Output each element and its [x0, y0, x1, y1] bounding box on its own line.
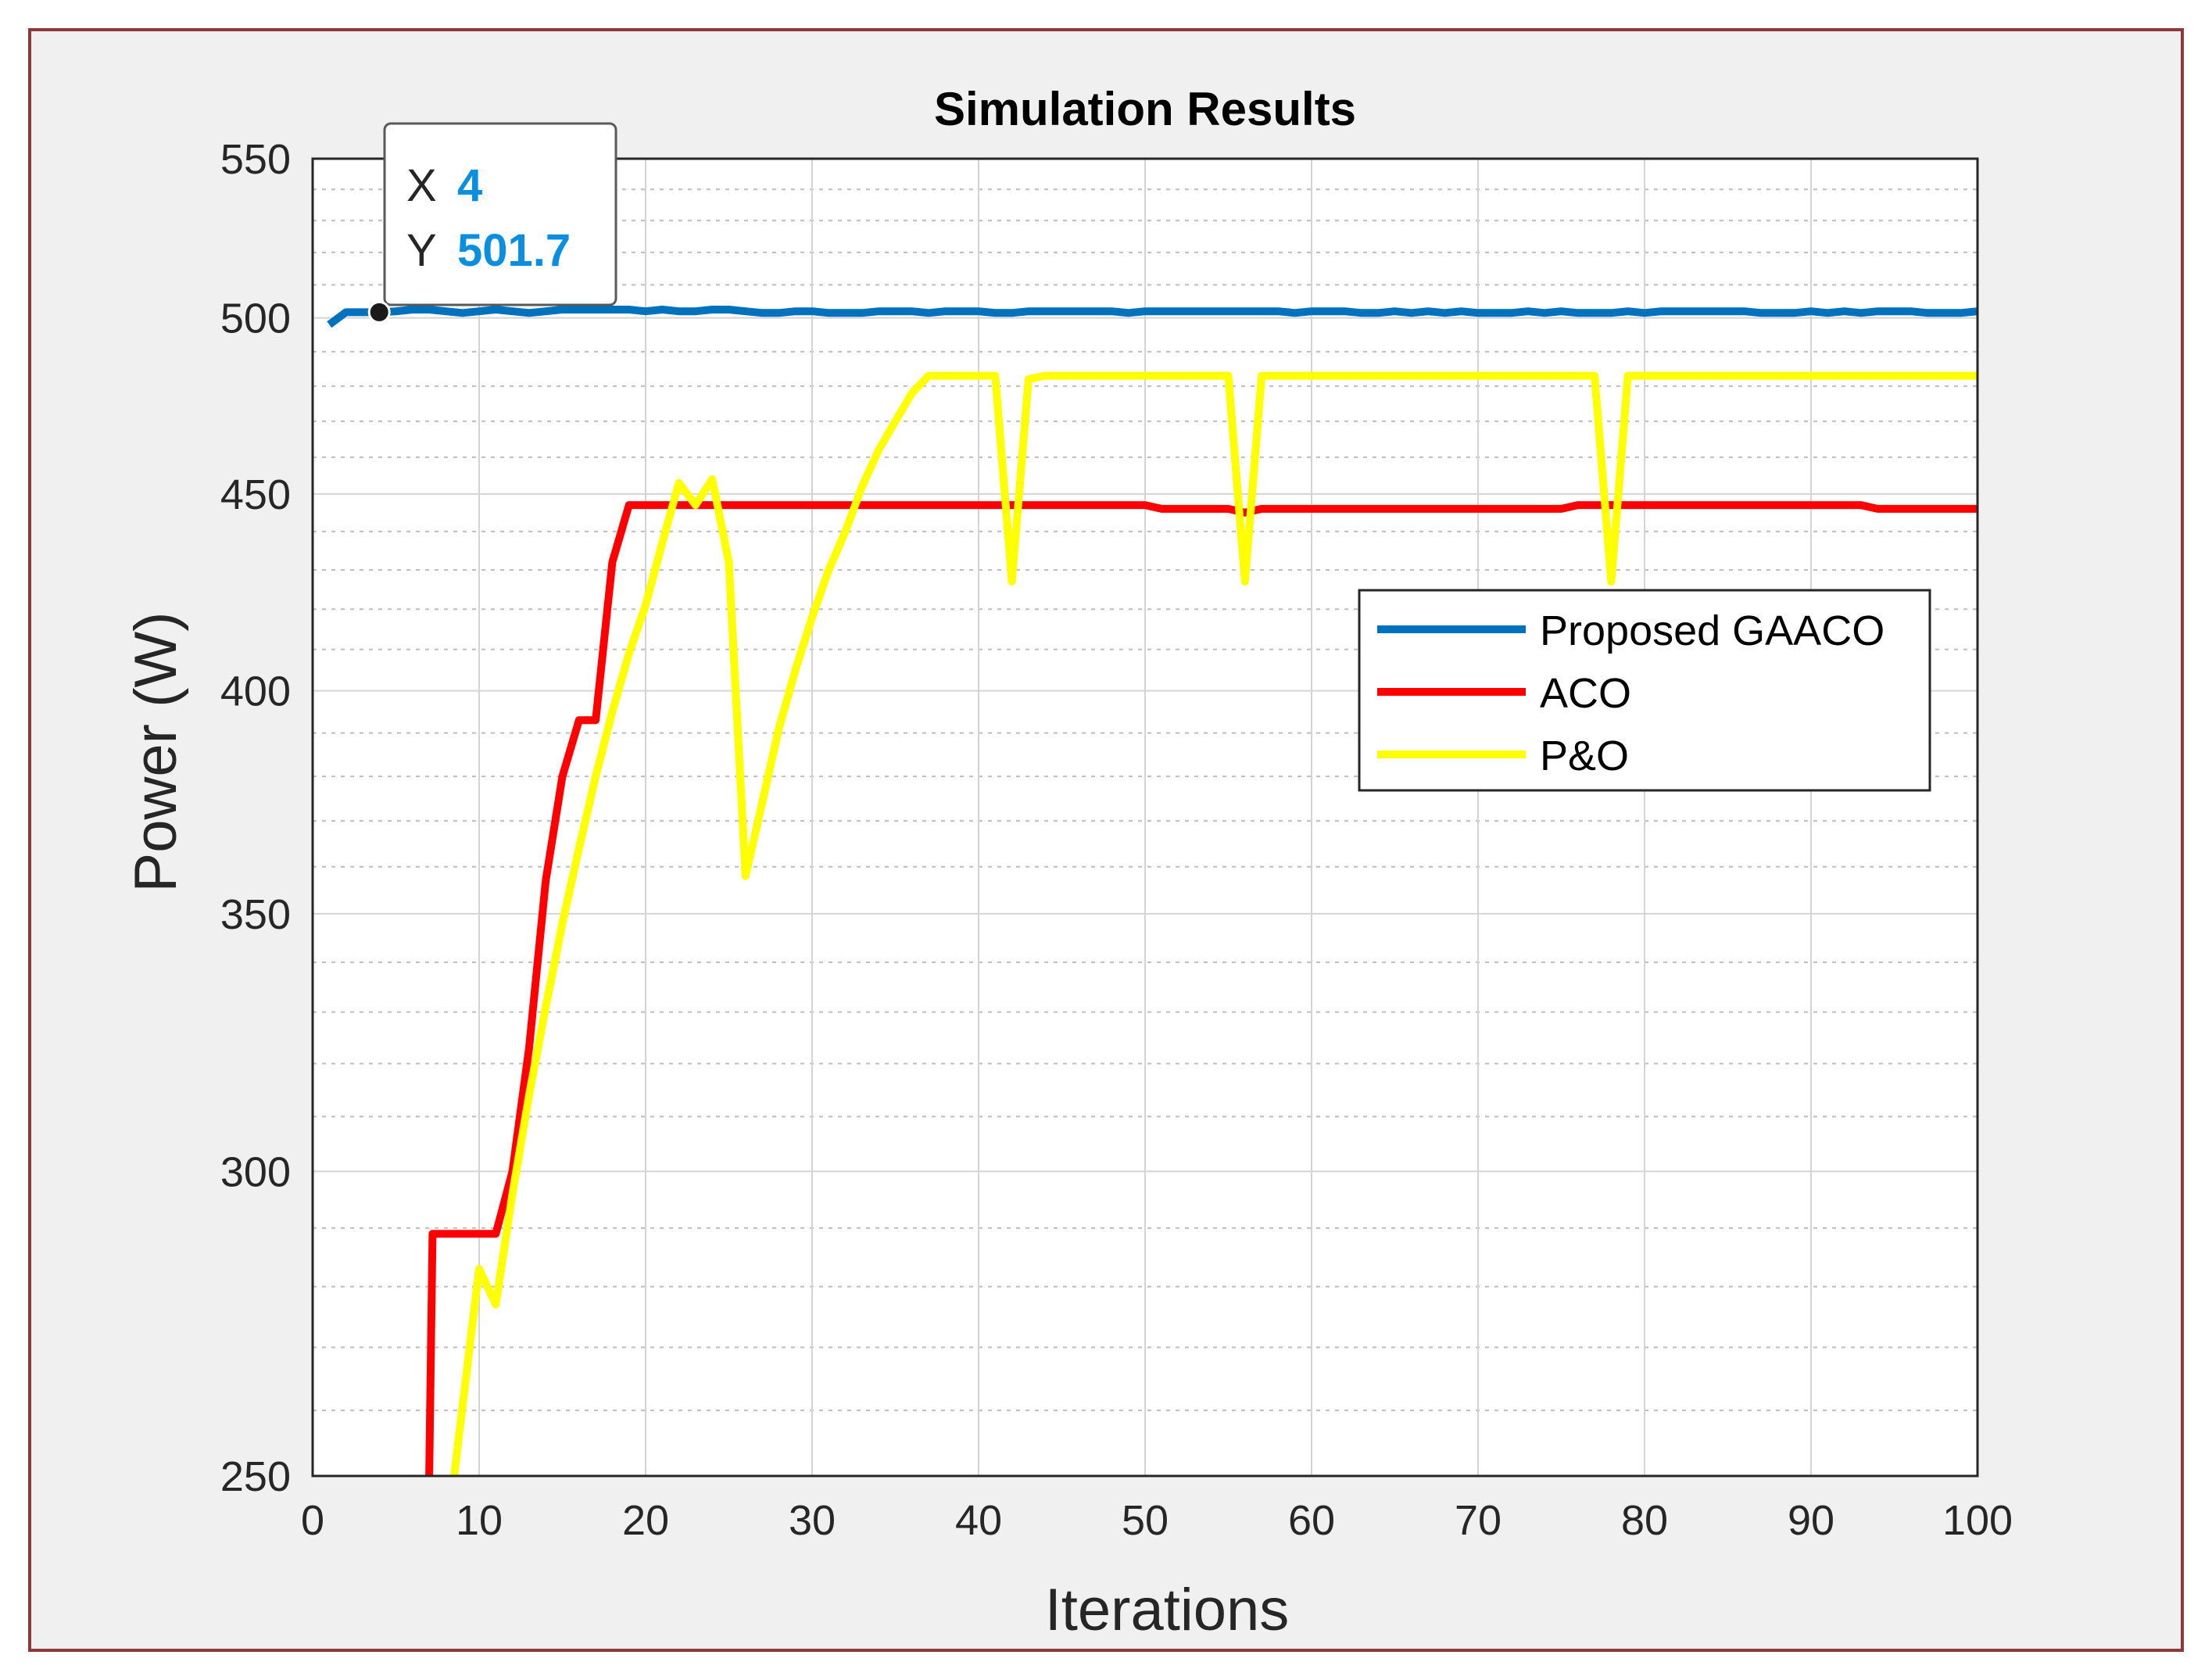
- datatip[interactable]: X 4 Y 501.7: [367, 122, 617, 324]
- legend-label-po: P&O: [1540, 733, 1629, 779]
- x-tick-label: 40: [955, 1497, 1002, 1544]
- x-tick-label: 100: [1942, 1497, 2013, 1544]
- series-line-gaaco: [327, 306, 1978, 328]
- x-tick-label: 80: [1621, 1497, 1668, 1544]
- y-tick-label: 450: [220, 471, 291, 518]
- series-line-aco: [425, 501, 1978, 1476]
- plot-border: [311, 157, 1979, 1478]
- y-tick-label: 350: [220, 891, 291, 938]
- y-tick-label: 250: [220, 1453, 291, 1500]
- legend-label-gaaco: Proposed GAACO: [1540, 607, 1884, 654]
- datatip-box: [383, 122, 617, 306]
- legend[interactable]: Proposed GAACO ACO P&O: [1358, 589, 1931, 792]
- y-tick-label: 550: [220, 136, 291, 183]
- x-tick-label: 0: [301, 1497, 324, 1544]
- y-axis-label: Power (W): [123, 612, 189, 893]
- y-tick-label: 500: [220, 296, 291, 342]
- x-tick-label: 60: [1288, 1497, 1335, 1544]
- datatip-x-value: 4: [457, 160, 482, 211]
- datatip-marker[interactable]: [367, 300, 391, 324]
- x-tick-label: 70: [1455, 1497, 1502, 1544]
- series-layer: [327, 306, 1978, 1476]
- datatip-y-key: Y: [406, 225, 437, 276]
- y-tick-label: 400: [220, 668, 291, 715]
- datatip-y-value: 501.7: [457, 225, 571, 276]
- x-tick-labels: 0 10 20 30 40 50 60 70 80 90 100: [301, 1497, 2013, 1544]
- datatip-x-key: X: [406, 160, 437, 211]
- x-tick-label: 10: [456, 1497, 503, 1544]
- y-tick-labels: 250 300 350 400 450 500 550: [220, 136, 291, 1500]
- legend-label-aco: ACO: [1540, 670, 1631, 717]
- x-axis-label: Iterations: [1045, 1577, 1290, 1643]
- series-line-po: [450, 371, 1978, 1476]
- x-tick-label: 90: [1788, 1497, 1834, 1544]
- x-tick-label: 30: [789, 1497, 836, 1544]
- chart-title: Simulation Results: [934, 83, 1356, 135]
- x-tick-label: 20: [622, 1497, 669, 1544]
- x-tick-label: 50: [1122, 1497, 1169, 1544]
- y-tick-label: 300: [220, 1148, 291, 1195]
